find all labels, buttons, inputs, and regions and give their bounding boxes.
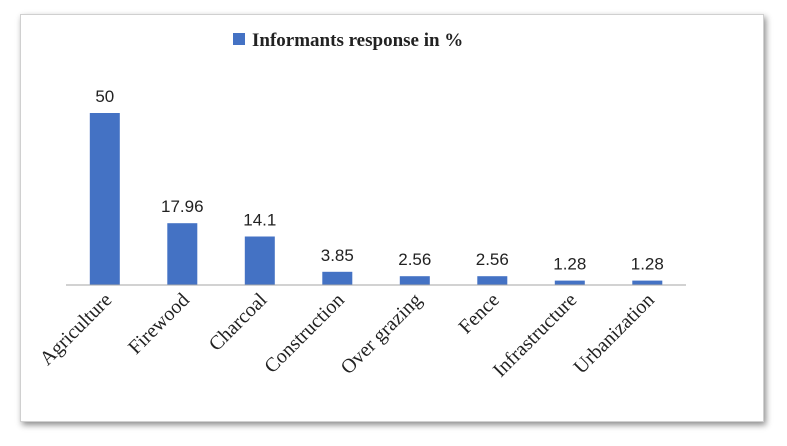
category-label: Agriculture <box>36 289 117 370</box>
value-label: 1.28 <box>553 255 586 274</box>
bar-fence <box>477 276 508 285</box>
bars <box>89 113 663 285</box>
category-label: Fence <box>455 289 504 338</box>
category-label: Charcoal <box>205 289 272 356</box>
legend-label: Informants response in % <box>252 30 463 51</box>
value-label: 1.28 <box>631 255 664 274</box>
category-label: Construction <box>260 289 349 378</box>
category-label: Urbanization <box>569 289 658 378</box>
bar-firewood <box>167 223 198 285</box>
bar-charcoal <box>244 236 275 285</box>
legend-swatch <box>233 33 245 45</box>
value-label: 2.56 <box>476 250 509 269</box>
legend: Informants response in % <box>233 30 463 51</box>
value-label: 17.96 <box>161 197 204 216</box>
bar-infrastructure <box>554 280 585 285</box>
bar-construction <box>322 271 353 285</box>
category-label: Infrastructure <box>489 289 582 382</box>
bar-over-grazing <box>399 276 430 285</box>
category-label: Over grazing <box>337 289 427 379</box>
bar-urbanization <box>632 280 663 285</box>
bar-agriculture <box>89 113 120 285</box>
value-label: 2.56 <box>398 250 431 269</box>
chart-frame <box>20 14 764 422</box>
category-labels: Agriculture Firewood CharcoalConstructionO… <box>36 289 659 382</box>
value-label: 14.1 <box>243 211 276 230</box>
value-label: 3.85 <box>321 246 354 265</box>
value-label: 50 <box>95 87 114 106</box>
value-labels: 50 17.96 14.1 3.85 2.56 2.56 1.28 1.28 <box>95 87 664 274</box>
category-label: Firewood <box>124 289 194 359</box>
